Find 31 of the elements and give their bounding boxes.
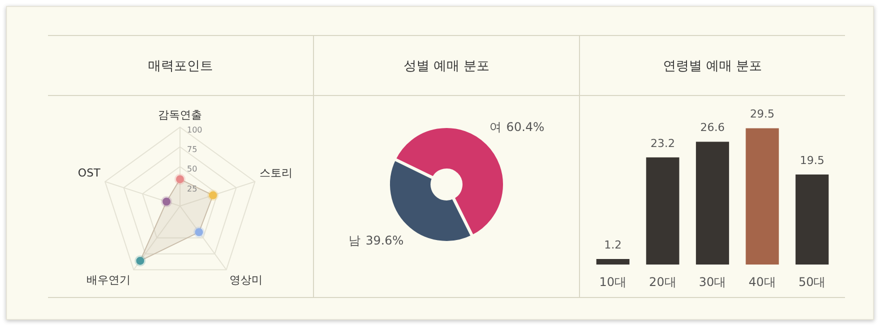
data-label: 19.5 — [800, 154, 824, 167]
bar — [746, 128, 779, 265]
x-tick-label: 40대 — [748, 274, 776, 289]
bar — [696, 142, 730, 265]
data-label: 60.4% — [506, 120, 544, 134]
bar — [596, 259, 630, 265]
y-tick-label: 25 — [187, 184, 198, 194]
slice-label: 남 — [348, 233, 361, 248]
spoke-label: 영상미 — [229, 273, 262, 286]
bar — [646, 157, 680, 265]
bar — [796, 174, 829, 265]
chart-title: 연령별 예매 분포 — [580, 36, 845, 96]
chart-title: 매력포인트 — [48, 36, 313, 96]
x-tick-label: 20대 — [649, 274, 676, 289]
spoke-label: 스토리 — [260, 166, 293, 180]
slice-label: 여 — [489, 120, 502, 134]
spoke-label: 감독연출 — [158, 108, 202, 122]
spoke-label: 배우연기 — [86, 273, 131, 286]
y-tick-label: 75 — [187, 144, 198, 154]
y-tick-label: 50 — [187, 164, 198, 174]
y-tick-label: 100 — [187, 125, 202, 134]
data-label: 26.6 — [700, 121, 725, 134]
data-label: 29.5 — [750, 108, 775, 121]
data-label: 1.2 — [604, 238, 622, 252]
data-label: 23.2 — [650, 136, 675, 150]
chart-title: 성별 예매 분포 — [314, 36, 579, 96]
x-tick-label: 30대 — [698, 274, 726, 289]
spoke-label: OST — [78, 166, 101, 180]
x-tick-label: 10대 — [599, 274, 627, 289]
data-label: 39.6% — [366, 233, 404, 248]
x-tick-label: 50대 — [798, 274, 826, 289]
